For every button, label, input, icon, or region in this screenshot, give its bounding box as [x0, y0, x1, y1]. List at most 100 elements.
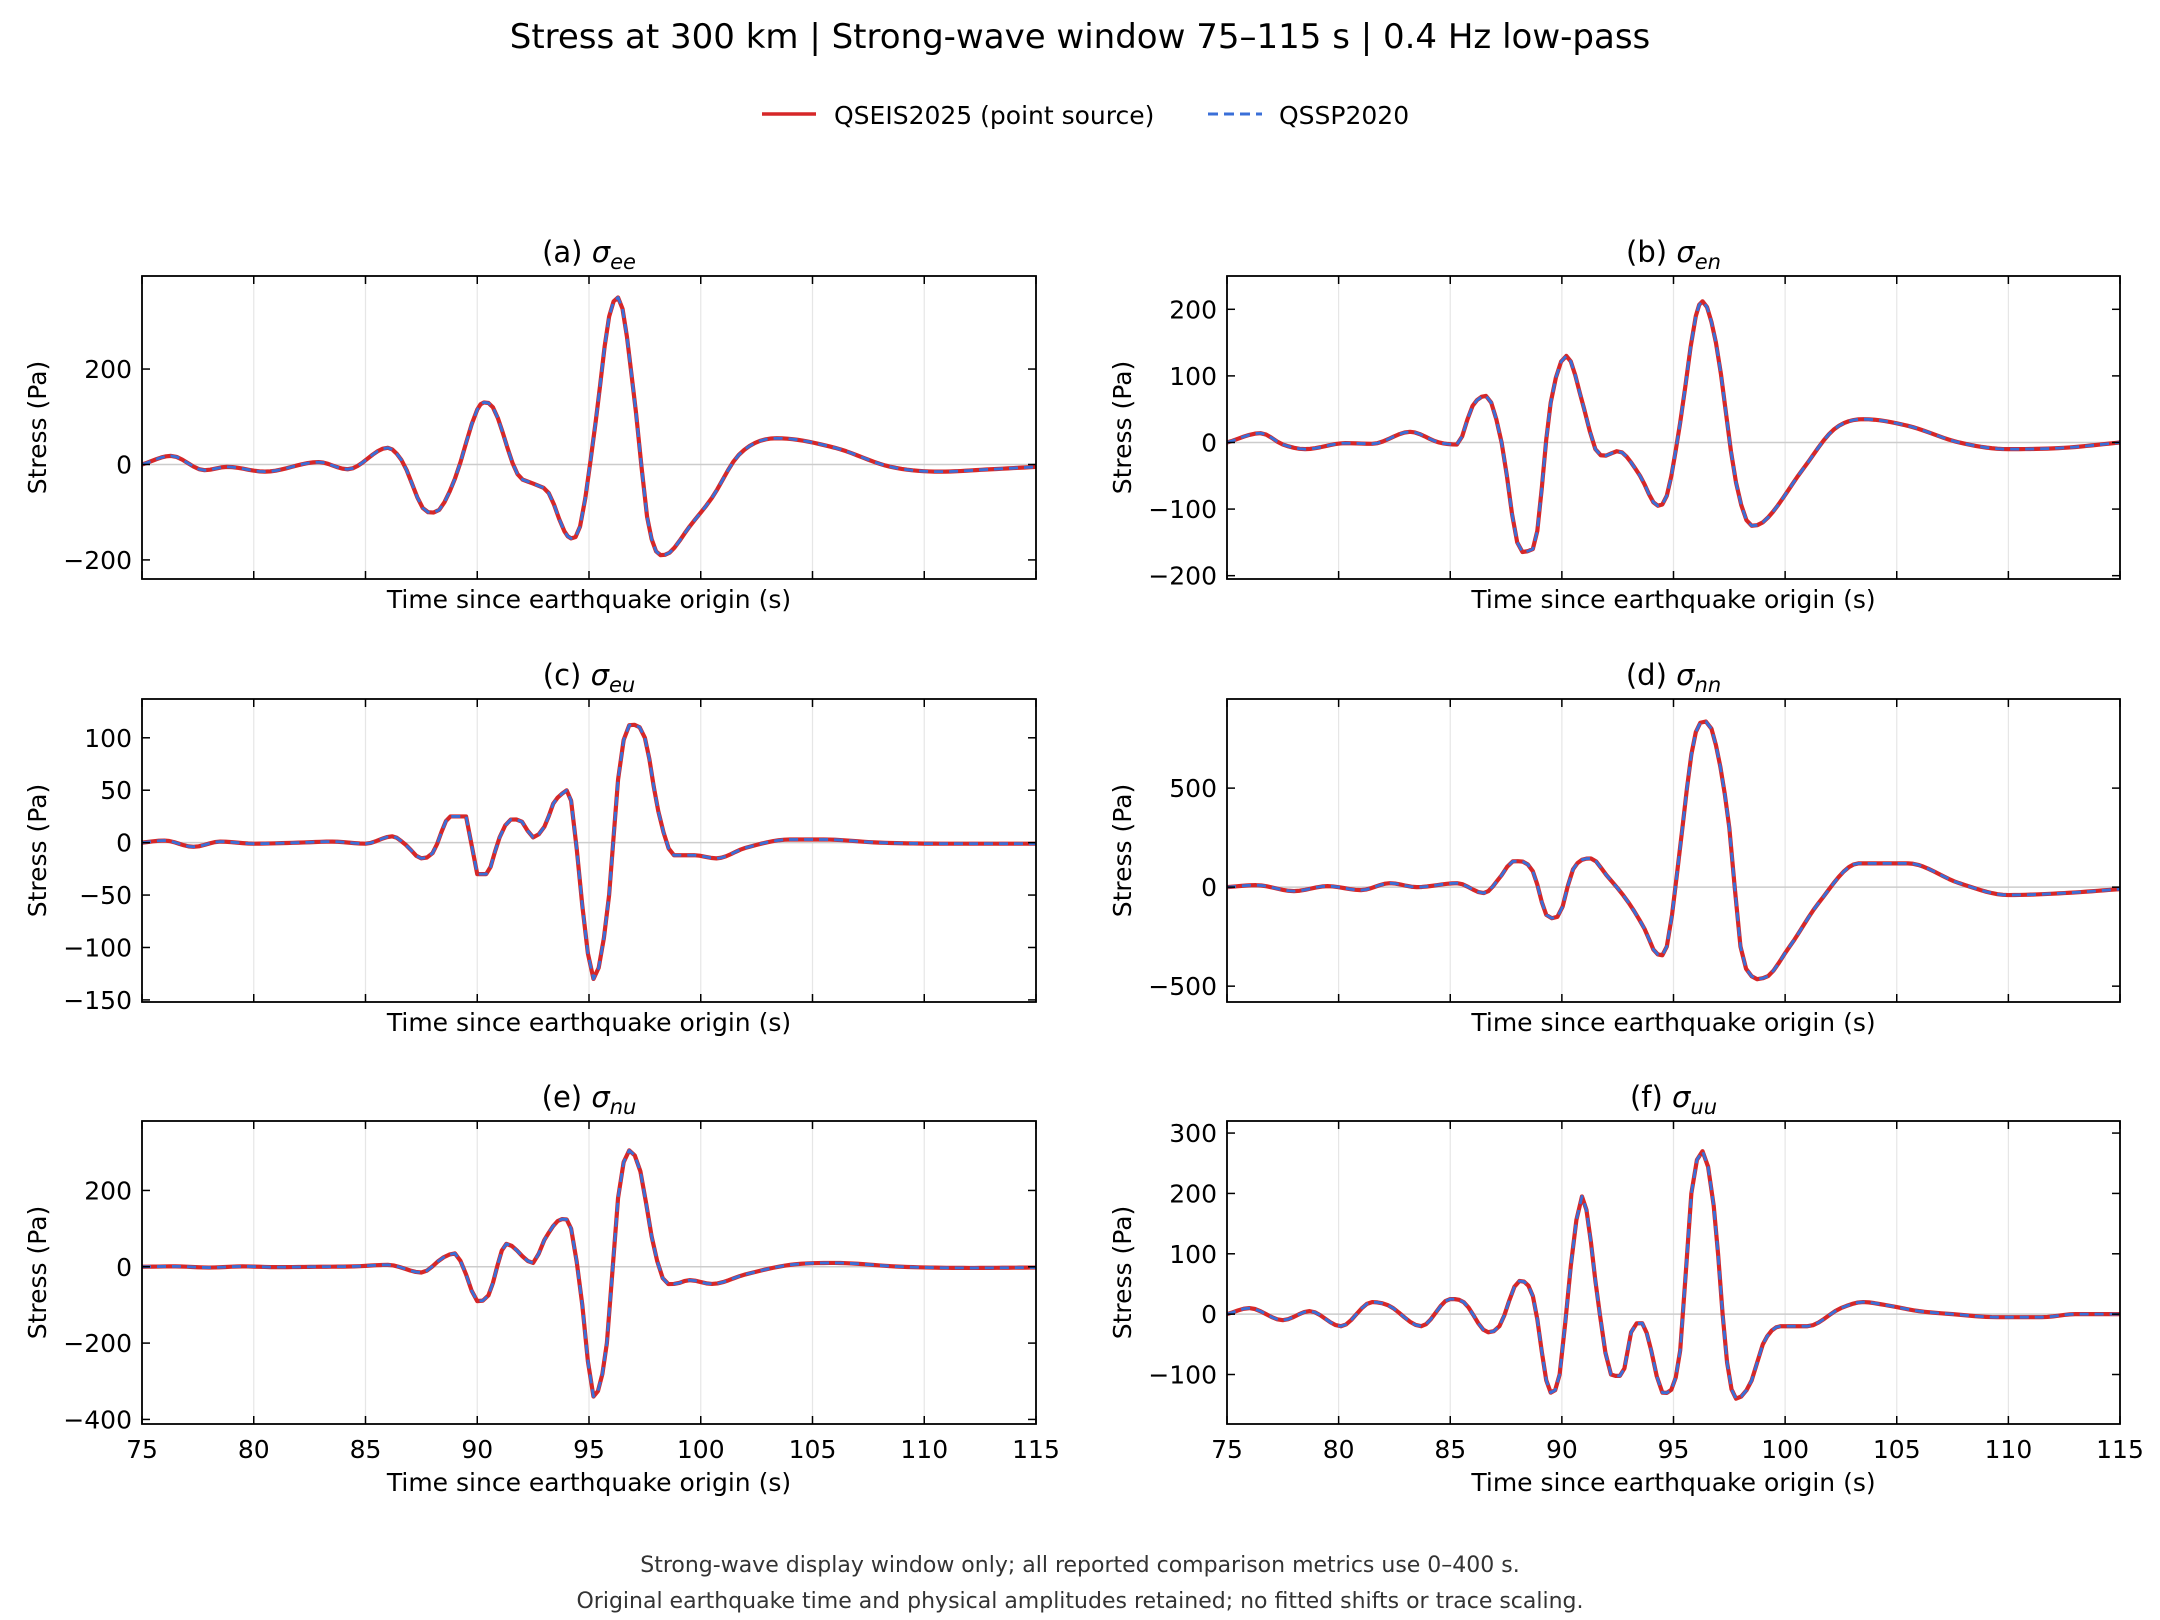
x-axis-label: Time since earthquake origin (s): [1470, 1468, 1875, 1497]
series-line-qssp2020: [1227, 299, 2120, 554]
x-axis-label: Time since earthquake origin (s): [386, 1008, 791, 1037]
y-axis-label: Stress (Pa): [23, 1206, 52, 1340]
x-tick-label: 105: [1873, 1435, 1921, 1464]
series-line-qssp2020: [1227, 1149, 2120, 1401]
panel-title-prefix: (d): [1626, 658, 1676, 692]
y-tick-label: 200: [1169, 295, 1217, 324]
footnote-line-1: Strong-wave display window only; all rep…: [640, 1553, 1520, 1578]
y-tick-label: 200: [1169, 1179, 1217, 1208]
legend-label-qseis: QSEIS2025 (point source): [834, 101, 1154, 130]
panel-title-prefix: (b): [1626, 235, 1676, 269]
x-axis-label: Time since earthquake origin (s): [386, 585, 791, 614]
y-tick-label: 300: [1169, 1119, 1217, 1148]
panel-title-subscript: uu: [1690, 1095, 1717, 1119]
y-tick-label: 0: [1201, 1300, 1217, 1329]
x-axis-label: Time since earthquake origin (s): [386, 1468, 791, 1497]
series-line-qssp2020: [142, 296, 1036, 557]
panel-title-prefix: (f): [1630, 1080, 1672, 1114]
panel-title: (c) σeu: [543, 658, 635, 697]
x-tick-label: 90: [1546, 1435, 1578, 1464]
y-tick-label: −100: [1148, 495, 1217, 524]
panel-title-prefix: (a): [542, 235, 592, 269]
x-tick-label: 85: [1434, 1435, 1466, 1464]
y-tick-label: 100: [84, 724, 132, 753]
panel-title-sigma: σ: [591, 658, 611, 692]
y-axis-label: Stress (Pa): [23, 361, 52, 495]
panel-title: (e) σnu: [542, 1080, 637, 1119]
x-tick-label: 80: [238, 1435, 270, 1464]
x-tick-label: 95: [1658, 1435, 1690, 1464]
panel-title-prefix: (c): [543, 658, 591, 692]
panel-title-subscript: ee: [610, 250, 636, 274]
x-tick-label: 115: [2096, 1435, 2144, 1464]
panel-title-sigma: σ: [591, 1080, 611, 1114]
panel-title-subscript: en: [1695, 250, 1721, 274]
series-line-qssp2020: [142, 1148, 1036, 1398]
panel-title-sigma: σ: [1676, 658, 1696, 692]
panel-title-subscript: eu: [609, 673, 635, 697]
x-tick-label: 115: [1012, 1435, 1060, 1464]
y-tick-label: −50: [79, 881, 132, 910]
x-axis-label: Time since earthquake origin (s): [1470, 585, 1875, 614]
series-line-qssp2020: [142, 723, 1036, 981]
y-tick-label: 200: [84, 355, 132, 384]
panel-title-sigma: σ: [1672, 1080, 1692, 1114]
panel-c: −150 −100 −50 0 50 100 (c) σeu Time since earth…: [23, 658, 1037, 1037]
figure-title: Stress at 300 km | Strong-wave window 75…: [510, 17, 1651, 57]
y-tick-label: 200: [84, 1176, 132, 1205]
y-tick-label: 0: [1201, 428, 1217, 457]
y-tick-label: −400: [63, 1405, 132, 1434]
panel-title: (b) σen: [1626, 235, 1721, 274]
panel-title: (f) σuu: [1630, 1080, 1717, 1119]
panel-title: (a) σee: [542, 235, 636, 274]
y-tick-label: −200: [1148, 562, 1217, 591]
panel-d: −500 0 500 (d) σnn Time since earthquake ori…: [1108, 658, 2121, 1037]
panel-b: −200 −100 0 100 200 (b) σen Time since earthqu…: [1108, 235, 2121, 614]
y-tick-label: −100: [1148, 1361, 1217, 1390]
panel-f: 75 80 85 90 95 100 105 110 115 −100 0 100 200 300 (f) …: [1108, 1080, 2144, 1497]
x-axis-label: Time since earthquake origin (s): [1470, 1008, 1875, 1037]
footnote-line-2: Original earthquake time and physical am…: [576, 1589, 1583, 1614]
y-tick-label: −200: [63, 1329, 132, 1358]
panel-title-subscript: nu: [610, 1095, 637, 1119]
panel-title: (d) σnn: [1626, 658, 1721, 697]
y-tick-label: 50: [100, 776, 132, 805]
y-tick-label: 0: [116, 829, 132, 858]
panel-a: −200 0 200 (a) σee Time since earthquake ori…: [23, 235, 1037, 614]
y-tick-label: −150: [63, 986, 132, 1015]
panel-title-sigma: σ: [592, 235, 612, 269]
x-tick-label: 80: [1323, 1435, 1355, 1464]
panel-title-sigma: σ: [1676, 235, 1696, 269]
legend-label-qssp: QSSP2020: [1279, 101, 1409, 130]
y-tick-label: −100: [63, 933, 132, 962]
y-tick-label: 0: [116, 1253, 132, 1282]
x-tick-label: 75: [1211, 1435, 1243, 1464]
x-tick-label: 85: [350, 1435, 382, 1464]
y-tick-label: 500: [1169, 774, 1217, 803]
x-tick-label: 90: [461, 1435, 493, 1464]
x-tick-label: 110: [1985, 1435, 2033, 1464]
panel-title-prefix: (e): [542, 1080, 592, 1114]
y-tick-label: 100: [1169, 1240, 1217, 1269]
y-axis-label: Stress (Pa): [1108, 1206, 1137, 1340]
x-tick-label: 105: [789, 1435, 837, 1464]
y-tick-label: 100: [1169, 362, 1217, 391]
panel-title-subscript: nn: [1695, 673, 1722, 697]
x-tick-label: 100: [1761, 1435, 1809, 1464]
y-tick-label: −500: [1148, 972, 1217, 1001]
y-tick-label: 0: [116, 450, 132, 479]
series-line-qssp2020: [1227, 720, 2120, 981]
legend: QSEIS2025 (point source) QSSP2020: [762, 101, 1409, 130]
y-axis-label: Stress (Pa): [1108, 784, 1137, 918]
x-tick-label: 100: [677, 1435, 725, 1464]
y-axis-label: Stress (Pa): [1108, 361, 1137, 495]
x-tick-label: 110: [900, 1435, 948, 1464]
panel-e: 75 80 85 90 95 100 105 110 115 −400 −200 0 200 (e) σn…: [23, 1080, 1060, 1497]
x-tick-label: 75: [126, 1435, 158, 1464]
y-tick-label: 0: [1201, 873, 1217, 902]
x-tick-label: 95: [573, 1435, 605, 1464]
y-tick-label: −200: [63, 546, 132, 575]
